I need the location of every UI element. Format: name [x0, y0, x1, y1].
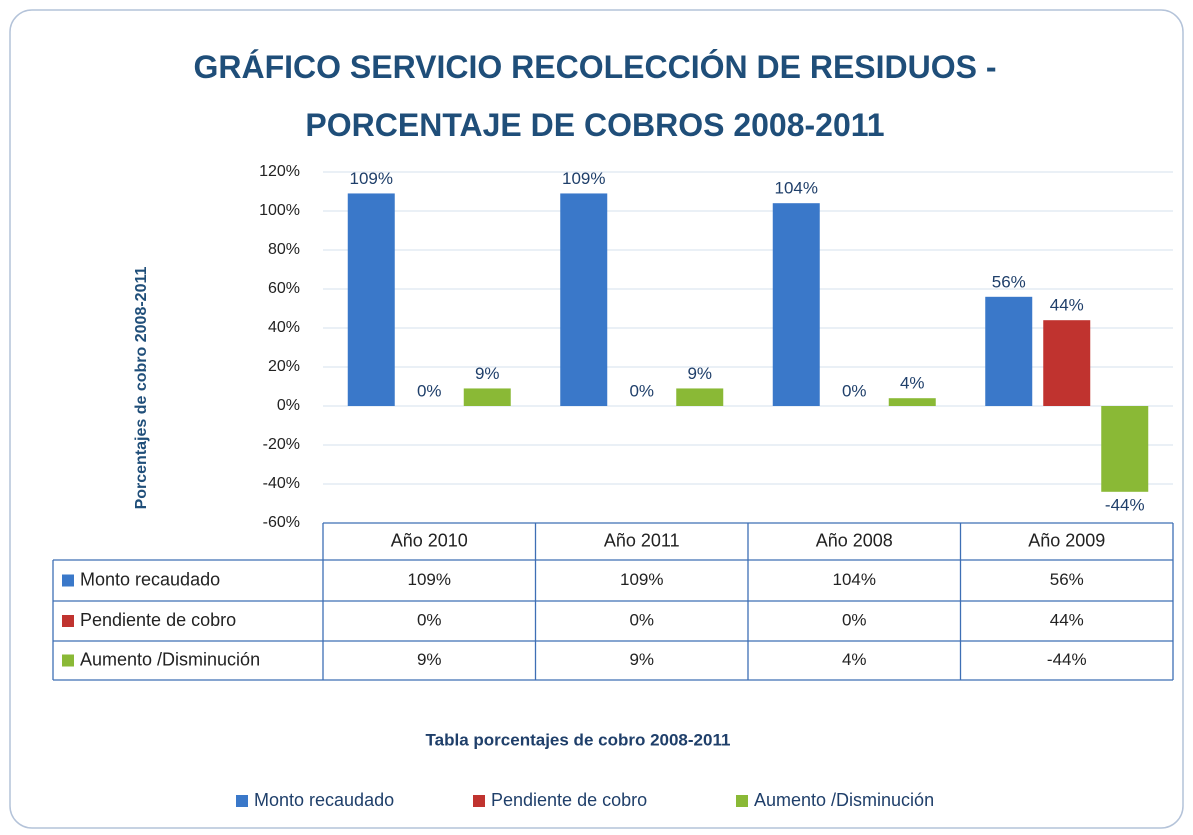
data-label: 4% — [900, 374, 925, 393]
y-tick-label: 40% — [268, 319, 300, 336]
y-tick-label: 0% — [277, 397, 300, 414]
legend-swatch — [236, 795, 248, 807]
bar — [347, 193, 395, 406]
chart-border — [9, 9, 1184, 829]
data-label: 104% — [775, 179, 818, 198]
y-tick-label: 20% — [268, 358, 300, 375]
legend-swatch — [473, 795, 485, 807]
table-legend-swatch — [62, 574, 74, 587]
legend-label: Pendiente de cobro — [491, 790, 647, 810]
y-tick-label: 100% — [259, 202, 300, 219]
data-label: 109% — [350, 169, 393, 188]
table-cell: 9% — [417, 650, 442, 669]
chart-title: GRÁFICO SERVICIO RECOLECCIÓN DE RESIDUOS… — [193, 49, 997, 143]
y-tick-label: -40% — [263, 475, 300, 492]
data-label: 109% — [562, 169, 605, 188]
table-cell: 56% — [1050, 570, 1084, 589]
x-tick-label: Año 2011 — [604, 530, 680, 550]
legend-label: Monto recaudado — [254, 790, 394, 810]
bar — [463, 388, 511, 406]
y-axis-label: Porcentajes de cobro 2008-2011 — [133, 266, 150, 510]
bar — [772, 203, 820, 406]
legend-swatch — [736, 795, 748, 807]
x-tick-label: Año 2010 — [391, 530, 468, 550]
x-axis-label: Tabla porcentajes de cobro 2008-2011 — [426, 730, 731, 749]
data-label: 0% — [417, 381, 442, 400]
bar — [985, 296, 1033, 406]
x-tick-label: Año 2008 — [816, 530, 893, 550]
data-label: 0% — [842, 381, 867, 400]
y-tick-label: 80% — [268, 241, 300, 258]
bar — [1101, 406, 1149, 492]
data-label: 0% — [629, 381, 654, 400]
table-cell: 109% — [408, 570, 451, 589]
table-cell: 109% — [620, 570, 663, 589]
table-cell: 44% — [1050, 610, 1084, 629]
data-label: 44% — [1050, 296, 1084, 315]
table-row-label: Aumento /Disminución — [80, 649, 260, 669]
y-tick-label: -20% — [263, 436, 300, 453]
table-cell: 104% — [833, 570, 876, 589]
bar — [676, 388, 724, 406]
table-legend-swatch — [62, 654, 74, 667]
x-tick-label: Año 2009 — [1028, 530, 1105, 550]
table-cell: 0% — [629, 610, 654, 629]
table-cell: 0% — [417, 610, 442, 629]
bar — [888, 398, 936, 406]
table-cell: -44% — [1047, 650, 1087, 669]
y-tick-label: -60% — [263, 514, 300, 531]
legend-label: Aumento /Disminución — [754, 790, 934, 810]
table-cell: 9% — [629, 650, 654, 669]
table-legend-swatch — [62, 615, 74, 627]
y-tick-label: 60% — [268, 280, 300, 297]
bar — [560, 193, 608, 406]
table-row-label: Pendiente de cobro — [80, 610, 236, 630]
data-label: 9% — [687, 364, 712, 383]
bar — [1043, 320, 1091, 406]
data-label: 56% — [992, 272, 1026, 291]
table-cell: 0% — [842, 610, 867, 629]
data-label: -44% — [1105, 495, 1145, 514]
table-cell: 4% — [842, 650, 867, 669]
table-row-label: Monto recaudado — [80, 569, 220, 589]
data-label: 9% — [475, 364, 500, 383]
y-tick-label: 120% — [259, 163, 300, 180]
